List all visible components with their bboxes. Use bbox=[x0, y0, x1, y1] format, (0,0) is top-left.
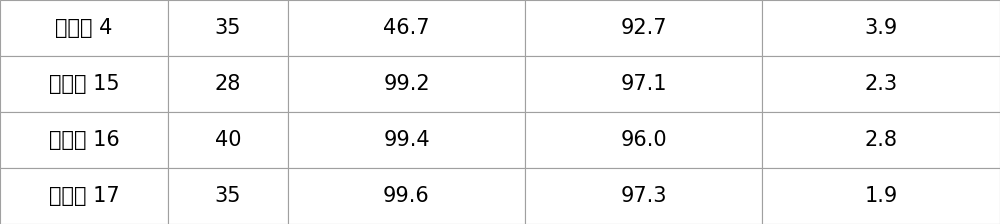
Bar bbox=[168, 112, 288, 168]
Bar bbox=[0, 168, 168, 224]
Text: 28: 28 bbox=[215, 74, 241, 94]
Text: 2.8: 2.8 bbox=[864, 130, 898, 150]
Bar bbox=[762, 0, 1000, 56]
Bar bbox=[525, 56, 762, 112]
Text: 92.7: 92.7 bbox=[620, 18, 667, 38]
Text: 46.7: 46.7 bbox=[383, 18, 430, 38]
Text: 99.6: 99.6 bbox=[383, 186, 430, 206]
Text: 实施例 17: 实施例 17 bbox=[49, 186, 119, 206]
Bar bbox=[288, 168, 525, 224]
Text: 40: 40 bbox=[215, 130, 241, 150]
Bar bbox=[288, 112, 525, 168]
Text: 97.3: 97.3 bbox=[620, 186, 667, 206]
Text: 实施例 15: 实施例 15 bbox=[49, 74, 119, 94]
Bar bbox=[0, 56, 168, 112]
Text: 96.0: 96.0 bbox=[620, 130, 667, 150]
Bar bbox=[0, 0, 168, 56]
Text: 35: 35 bbox=[215, 186, 241, 206]
Bar bbox=[525, 0, 762, 56]
Text: 比较例 4: 比较例 4 bbox=[55, 18, 113, 38]
Text: 97.1: 97.1 bbox=[620, 74, 667, 94]
Text: 99.2: 99.2 bbox=[383, 74, 430, 94]
Bar bbox=[168, 0, 288, 56]
Bar bbox=[525, 112, 762, 168]
Bar bbox=[762, 112, 1000, 168]
Bar bbox=[168, 168, 288, 224]
Text: 实施例 16: 实施例 16 bbox=[49, 130, 119, 150]
Text: 99.4: 99.4 bbox=[383, 130, 430, 150]
Bar bbox=[762, 56, 1000, 112]
Bar bbox=[288, 56, 525, 112]
Text: 35: 35 bbox=[215, 18, 241, 38]
Text: 3.9: 3.9 bbox=[864, 18, 898, 38]
Bar bbox=[0, 112, 168, 168]
Bar bbox=[168, 56, 288, 112]
Bar bbox=[525, 168, 762, 224]
Bar bbox=[288, 0, 525, 56]
Text: 1.9: 1.9 bbox=[864, 186, 898, 206]
Bar bbox=[762, 168, 1000, 224]
Text: 2.3: 2.3 bbox=[864, 74, 898, 94]
